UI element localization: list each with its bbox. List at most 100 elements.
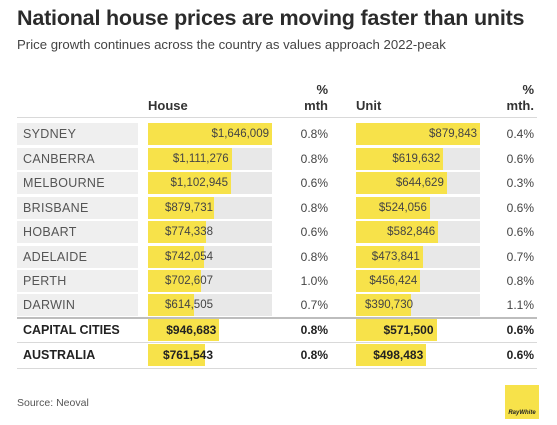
unit-price-label: $582,846: [387, 226, 436, 238]
unit-bar-track: [356, 319, 480, 341]
unit-bar: [356, 319, 437, 341]
house-bar: [148, 123, 272, 145]
source-note: Source: Neoval: [17, 397, 89, 409]
table-row: CANBERRA $1,111,276 0.8% $619,632 0.6%: [0, 148, 557, 172]
header-house-pct-symbol: %: [316, 82, 328, 97]
house-monthly-change: 1.0%: [300, 274, 328, 288]
house-price-label: $742,054: [165, 251, 213, 263]
unit-bar-track: [356, 246, 480, 268]
table-row: CAPITAL CITIES $946,683 0.8% $571,500 0.6%: [0, 319, 557, 343]
house-bar: [148, 148, 232, 170]
city-label: CAPITAL CITIES: [23, 323, 120, 337]
house-monthly-change: 0.8%: [300, 201, 328, 215]
header-unit-pct-symbol: %: [522, 82, 534, 97]
chart-title: National house prices are moving faster …: [17, 6, 525, 30]
unit-monthly-change: 0.6%: [506, 225, 534, 239]
house-bar: [148, 246, 204, 268]
house-bar: [148, 319, 220, 341]
house-bar-track: [148, 344, 272, 366]
header-rule: [17, 117, 537, 118]
unit-monthly-change: 0.4%: [506, 127, 534, 141]
unit-price-label: $571,500: [383, 323, 434, 337]
city-label: AUSTRALIA: [23, 348, 96, 362]
capital-cities-rule: [17, 317, 537, 319]
unit-bar-track: [356, 221, 480, 243]
table-row: AUSTRALIA $761,543 0.8% $498,483 0.6%: [0, 344, 557, 368]
city-label: HOBART: [17, 221, 138, 243]
house-monthly-change: 0.8%: [300, 323, 328, 337]
unit-bar: [356, 172, 447, 194]
house-price-label: $614,505: [165, 299, 213, 311]
house-price-label: $879,731: [165, 202, 213, 214]
unit-monthly-change: 0.6%: [506, 201, 534, 215]
house-bar: [148, 344, 206, 366]
unit-monthly-change: 0.6%: [506, 323, 534, 337]
logo-text: RayWhite: [508, 410, 536, 416]
house-bar-track: [148, 294, 272, 316]
unit-price-label: $524,056: [378, 202, 427, 214]
city-label: DARWIN: [17, 294, 138, 316]
header-unit-pct-period: mth.: [506, 98, 534, 113]
house-price-label: $1,102,945: [170, 177, 229, 189]
unit-bar: [356, 294, 412, 316]
city-label: SYDNEY: [17, 123, 138, 145]
city-label: BRISBANE: [17, 197, 138, 219]
unit-bar: [356, 270, 421, 292]
unit-bar-track: [356, 172, 480, 194]
house-monthly-change: 0.8%: [300, 348, 328, 362]
unit-price-label: $498,483: [373, 348, 424, 362]
table-row: SYDNEY $1,646,009 0.8% $879,843 0.4%: [0, 123, 557, 147]
row-rule: [17, 342, 537, 343]
house-bar-track: [148, 270, 272, 292]
table-row: HOBART $774,338 0.6% $582,846 0.6%: [0, 221, 557, 245]
table-row: ADELAIDE $742,054 0.8% $473,841 0.7%: [0, 246, 557, 270]
unit-price-label: $473,841: [371, 251, 420, 263]
unit-monthly-change: 0.3%: [506, 176, 534, 190]
house-bar-track: [148, 148, 272, 170]
house-price-label: $946,683: [166, 323, 217, 337]
header-house: House: [148, 98, 188, 113]
house-bar-track: [148, 123, 272, 145]
raywhite-logo: RayWhite: [505, 385, 539, 419]
table-row: MELBOURNE $1,102,945 0.6% $644,629 0.3%: [0, 172, 557, 196]
unit-bar-track: [356, 294, 480, 316]
house-price-label: $1,111,276: [172, 153, 229, 165]
city-label: MELBOURNE: [17, 172, 138, 194]
house-bar: [148, 270, 201, 292]
table-row: PERTH $702,607 1.0% $456,424 0.8%: [0, 270, 557, 294]
unit-bar: [356, 221, 439, 243]
unit-monthly-change: 0.6%: [506, 152, 534, 166]
house-bar-track: [148, 221, 272, 243]
house-bar: [148, 294, 195, 316]
unit-bar-track: [356, 270, 480, 292]
house-bar-track: [148, 246, 272, 268]
unit-bar: [356, 344, 427, 366]
house-monthly-change: 0.8%: [300, 250, 328, 264]
unit-bar: [356, 197, 430, 219]
unit-bar: [356, 148, 444, 170]
house-bar-track: [148, 319, 272, 341]
house-bar-track: [148, 197, 272, 219]
unit-bar-track: [356, 123, 480, 145]
table-row: DARWIN $614,505 0.7% $390,730 1.1%: [0, 294, 557, 318]
unit-price-label: $390,730: [365, 299, 413, 311]
city-label: ADELAIDE: [17, 246, 138, 268]
house-monthly-change: 0.8%: [300, 127, 328, 141]
unit-bar-track: [356, 344, 480, 366]
unit-price-label: $619,632: [392, 153, 441, 165]
unit-bar-track: [356, 197, 480, 219]
unit-bar: [356, 123, 480, 145]
house-bar: [148, 172, 232, 194]
house-price-label: $761,543: [162, 348, 213, 362]
chart-subtitle: Price growth continues across the countr…: [17, 37, 446, 52]
house-monthly-change: 0.7%: [300, 298, 328, 312]
house-bar: [148, 197, 215, 219]
unit-bar-track: [356, 148, 480, 170]
house-monthly-change: 0.6%: [300, 176, 328, 190]
house-price-label: $702,607: [165, 275, 213, 287]
house-price-label: $774,338: [165, 226, 213, 238]
unit-monthly-change: 1.1%: [506, 298, 534, 312]
house-monthly-change: 0.8%: [300, 152, 328, 166]
unit-price-label: $644,629: [395, 177, 444, 189]
unit-monthly-change: 0.6%: [506, 348, 534, 362]
